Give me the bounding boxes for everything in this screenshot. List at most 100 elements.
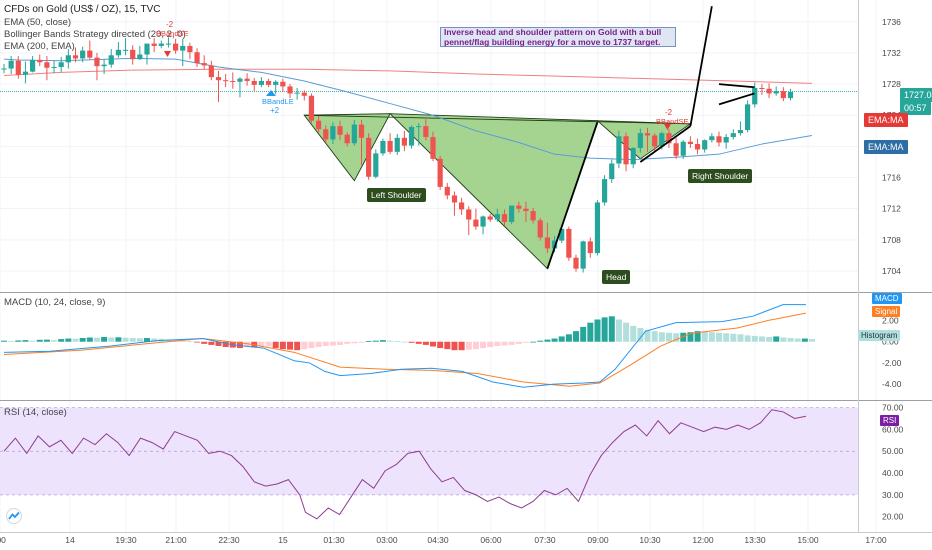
idea-line-1: Inverse head and shoulder pattern on Gol…	[444, 27, 662, 37]
macd-histogram-bar	[422, 341, 429, 345]
macd-histogram-bar	[587, 322, 594, 342]
candle-down	[308, 95, 315, 121]
candle-down	[444, 186, 450, 196]
candle-up	[551, 240, 558, 249]
macd-histogram-bar	[394, 341, 401, 343]
time-tick-label: 07:30	[534, 535, 556, 545]
price-tick-label: 1708	[882, 235, 901, 245]
candle-up	[616, 136, 622, 164]
macd-histogram-bar	[294, 341, 301, 351]
macd-histogram-bar	[186, 341, 193, 343]
macd-title[interactable]: MACD (10, 24, close, 9)	[4, 297, 106, 308]
candle-up	[258, 80, 264, 85]
tradingview-logo-icon[interactable]	[6, 508, 22, 524]
macd-histogram-bar	[387, 340, 394, 342]
time-tick-label: 21:00	[165, 535, 187, 545]
candle-up	[294, 92, 300, 94]
candle-up	[30, 59, 36, 72]
signal-3-top: -2	[665, 108, 673, 117]
candle-down	[173, 43, 179, 51]
macd-histogram-bar	[801, 338, 808, 342]
candle-down	[187, 45, 193, 53]
macd-histogram-bar	[322, 341, 329, 346]
macd-histogram-bar	[258, 341, 265, 348]
trend-line	[639, 125, 691, 163]
study-bbands[interactable]: Bollinger Bands Strategy directed (20, 2…	[4, 29, 186, 40]
idea-annotation: Inverse head and shoulder pattern on Gol…	[440, 27, 676, 47]
study-ema200[interactable]: EMA (200, EMA)	[4, 41, 75, 52]
candle-up	[158, 43, 164, 46]
candle-up	[122, 49, 129, 51]
macd-histogram-bar	[651, 331, 658, 342]
candle-up	[65, 55, 71, 63]
macd-histogram-bar	[501, 341, 508, 346]
candle-down	[401, 137, 407, 146]
rsi-tick-label: 60.00	[882, 424, 904, 434]
macd-histogram-bar	[337, 341, 344, 345]
candle-up	[22, 71, 29, 75]
macd-histogram-bar	[780, 337, 787, 342]
candle-down	[301, 92, 307, 96]
macd-tick-label: 0.00	[882, 337, 899, 347]
macd-histogram-bar	[15, 340, 22, 342]
candle-down	[87, 50, 93, 58]
candle-down	[623, 136, 629, 165]
candle-down	[151, 43, 157, 46]
signal-2-label: BBandLE	[262, 97, 294, 106]
macd-histogram-bar	[115, 337, 122, 342]
pennant-lower-line	[718, 92, 755, 106]
macd-histogram-bar	[43, 339, 50, 342]
time-tick-label: 10:30	[639, 535, 661, 545]
price-tick-label: 1736	[882, 17, 901, 27]
candle-down	[501, 214, 508, 222]
candle-down	[587, 241, 593, 254]
rsi-tag: RSI	[880, 415, 900, 426]
candle-down	[473, 219, 479, 227]
time-tick-label: 01:30	[323, 535, 345, 545]
macd-histogram-bar	[508, 341, 515, 345]
macd-histogram-bar	[758, 336, 765, 342]
macd-histogram-bar	[687, 332, 694, 342]
pennant-upper-line	[718, 83, 755, 89]
candle-up	[745, 104, 751, 131]
macd-histogram-bar	[308, 341, 315, 349]
rsi-tick-label: 50.00	[882, 446, 904, 456]
candle-up	[509, 205, 515, 222]
rsi-tick-label: 30.00	[882, 490, 904, 500]
candle-up	[1, 68, 7, 70]
time-tick-label: 19:30	[115, 535, 137, 545]
right-shoulder-label: Right Shoulder	[688, 169, 753, 183]
rsi-layer	[0, 407, 858, 520]
macd-histogram-bar	[51, 340, 58, 342]
candle-down	[566, 228, 572, 258]
macd-histogram-bar	[194, 341, 201, 343]
macd-histogram-bar	[58, 339, 65, 342]
macd-histogram-bar	[494, 341, 501, 346]
time-tick-label: 09:00	[587, 535, 609, 545]
macd-histogram-bar	[287, 341, 294, 350]
candle-down	[337, 126, 343, 135]
candle-down	[437, 158, 443, 187]
signal-1-label: BBandSE	[156, 29, 189, 38]
macd-histogram-bar	[208, 341, 215, 345]
study-ema50[interactable]: EMA (50, close)	[4, 17, 72, 28]
macd-histogram-bar	[558, 336, 565, 342]
candle-down	[230, 80, 236, 82]
candle-up	[680, 141, 686, 156]
macd-histogram-bar	[201, 341, 208, 344]
rsi-tick-label: 40.00	[882, 468, 904, 478]
macd-histogram-bar	[530, 341, 537, 343]
candle-up	[137, 54, 143, 60]
candle-down	[44, 62, 50, 68]
macd-histogram-bar	[151, 338, 158, 342]
macd-tick-label: 2.00	[882, 316, 899, 326]
rsi-title[interactable]: RSI (14, close)	[4, 407, 67, 418]
macd-histogram-bar	[401, 341, 408, 343]
candle-down	[366, 137, 372, 177]
candle-down	[201, 63, 207, 66]
candle-down	[466, 209, 472, 220]
candle-up	[773, 91, 779, 94]
candle-up	[752, 87, 758, 105]
macd-histogram-bar	[522, 341, 529, 343]
